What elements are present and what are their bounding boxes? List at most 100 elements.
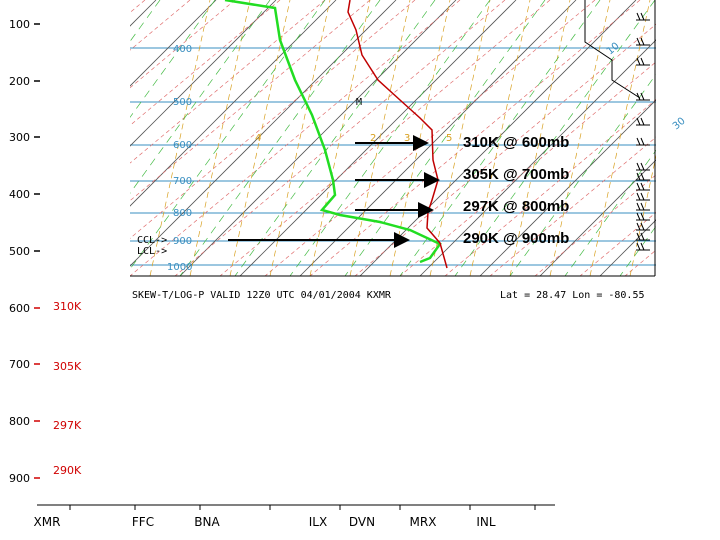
moist-adiabat (289, 0, 491, 276)
barb-flag (640, 192, 645, 201)
dry-adiabat (309, 0, 641, 276)
annotation: 310K @ 600mb (463, 134, 569, 151)
isotherm (239, 0, 517, 276)
isotherm (130, 0, 277, 147)
barb-flag (640, 232, 645, 241)
dry-adiabat (444, 99, 656, 276)
barb-flag (636, 37, 641, 46)
barb-flag (640, 92, 645, 101)
y-tick-label: 900 (9, 472, 30, 485)
side-label: CCL-> (137, 235, 167, 246)
barb-flag (640, 222, 645, 231)
barb-flag (640, 172, 645, 181)
annotation: 305K @ 700mb (463, 166, 569, 183)
moist-adiabat (675, 0, 720, 276)
y-tick-label: 100 (9, 18, 30, 31)
barb-flag (640, 182, 645, 191)
mixing-ratio (149, 0, 211, 276)
station-label: BNA (194, 515, 220, 529)
barb-flag (640, 37, 645, 46)
barb-flag (636, 57, 641, 66)
dry-adiabat (534, 174, 656, 276)
barb-flag (636, 202, 641, 211)
annotation: 297K @ 800mb (463, 198, 569, 215)
isotherm (539, 159, 656, 276)
temperature-profile (347, 0, 448, 269)
barb-flag (636, 172, 641, 181)
moist-adiabat (130, 0, 271, 194)
barb-flag (636, 162, 641, 171)
y-tick-label: 600 (9, 302, 30, 315)
theta-label: 297K (53, 419, 82, 432)
y-tick-label: 500 (9, 245, 30, 258)
y-tick-label: 200 (9, 75, 30, 88)
barb-flag (640, 117, 645, 126)
isotherm (299, 0, 577, 276)
isotherm (479, 99, 656, 276)
barb-flag (636, 92, 641, 101)
dry-adiabat (489, 136, 656, 276)
moist-adiabat (564, 149, 656, 276)
barb-flag (636, 12, 641, 21)
dry-adiabat (174, 0, 506, 276)
isobar-label: 800 (173, 208, 192, 219)
barb-flag (636, 117, 641, 126)
mixing-label: 4 (255, 133, 261, 144)
y-tick-label: 300 (9, 131, 30, 144)
theta-label: 305K (53, 360, 82, 373)
mixing-ratio (589, 0, 651, 276)
dry-adiabat (130, 0, 371, 202)
side-label: LCL-> (137, 246, 167, 257)
y-tick-label: 800 (9, 415, 30, 428)
mixing-ratio (189, 0, 251, 276)
barb-flag (636, 182, 641, 191)
barb-flag (640, 137, 645, 146)
barb-flag (640, 162, 645, 171)
mixing-ratio (349, 0, 411, 276)
dewpoint-profile (224, 0, 442, 264)
barb-flag (640, 57, 645, 66)
location: Lat = 28.47 Lon = -80.55 (500, 290, 645, 301)
isotherm (130, 0, 397, 267)
station-label: INL (476, 515, 496, 529)
mixing-ratio (229, 0, 291, 276)
dry-adiabat (130, 0, 416, 239)
moist-adiabat (234, 0, 436, 276)
isobar-label: 600 (173, 140, 192, 151)
barb-flag (636, 212, 641, 221)
station-label: XMR (34, 515, 61, 529)
moist-adiabat (454, 0, 656, 276)
moist-adiabat (509, 73, 656, 276)
dry-adiabat (579, 211, 656, 276)
mixing-ratio (670, 0, 720, 276)
y-tick-label: 700 (9, 358, 30, 371)
isotherm (130, 0, 337, 207)
mixing-ratio (509, 0, 571, 276)
isotherm (660, 0, 720, 276)
dry-adiabat (130, 0, 326, 164)
moist-adiabat (179, 0, 381, 276)
wind-box (584, 0, 641, 99)
isobar-label: 700 (173, 176, 192, 187)
barb-flag (640, 242, 645, 251)
station-axis: XMR FFC BNA ILX DVN MRX INL (34, 505, 536, 529)
barb-flag (636, 242, 641, 251)
skewt-background (130, 0, 720, 276)
mixing-label: 5 (446, 133, 452, 144)
dry-adiabat (130, 0, 236, 89)
theta-label: 310K (53, 300, 82, 313)
isobar-label: 500 (173, 97, 192, 108)
annotation: 290K @ 900mb (463, 230, 569, 247)
dry-adiabat (264, 0, 596, 276)
dry-adiabat (715, 0, 720, 276)
dry-adiabat (130, 0, 191, 51)
isotherm (419, 39, 656, 276)
dry-adiabat (670, 0, 720, 276)
station-label: MRX (410, 515, 437, 529)
dry-adiabat (219, 0, 551, 276)
left-axis: 100 200 300 400 500 600 700 800 900 310K 305K 297K 2… (9, 18, 82, 485)
caption: SKEW-T/LOG-P VALID 12Z0 UTC 04/01/2004 K… (132, 290, 392, 301)
mixing-ratio (309, 0, 371, 276)
barb-flag (640, 12, 645, 21)
